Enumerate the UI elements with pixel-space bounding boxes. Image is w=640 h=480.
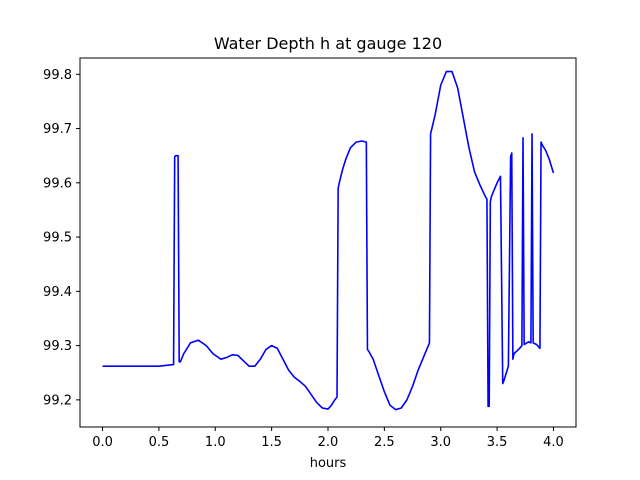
x-tick-label: 1.5 — [261, 435, 282, 450]
plot-area — [80, 58, 576, 427]
x-tick-label: 1.0 — [205, 435, 226, 450]
x-tick-label: 0.5 — [149, 435, 170, 450]
y-tick-label: 99.3 — [43, 339, 72, 354]
series-line — [102, 70, 555, 411]
x-tick-label: 2.0 — [318, 435, 339, 450]
x-axis-ticks: 0.0 0.5 1.0 1.5 2.0 2.5 3.0 3.5 4.0 — [92, 427, 564, 450]
y-tick-label: 99.8 — [43, 68, 72, 83]
y-tick-label: 99.4 — [43, 285, 72, 300]
x-axis-label: hours — [310, 456, 347, 471]
y-tick-label: 99.5 — [43, 231, 72, 246]
y-tick-label: 99.6 — [43, 176, 72, 191]
x-tick-label: 3.5 — [487, 435, 508, 450]
x-tick-label: 3.0 — [430, 435, 451, 450]
x-tick-label: 0.0 — [92, 435, 113, 450]
y-tick-label: 99.2 — [43, 393, 72, 408]
chart-title: Water Depth h at gauge 120 — [214, 34, 442, 53]
y-tick-label: 99.7 — [43, 122, 72, 137]
y-axis-ticks: 99.2 99.3 99.4 99.5 99.6 99.7 99.8 — [43, 68, 80, 408]
x-tick-label: 4.0 — [543, 435, 564, 450]
x-tick-label: 2.5 — [374, 435, 395, 450]
plot-frame — [79, 57, 577, 428]
